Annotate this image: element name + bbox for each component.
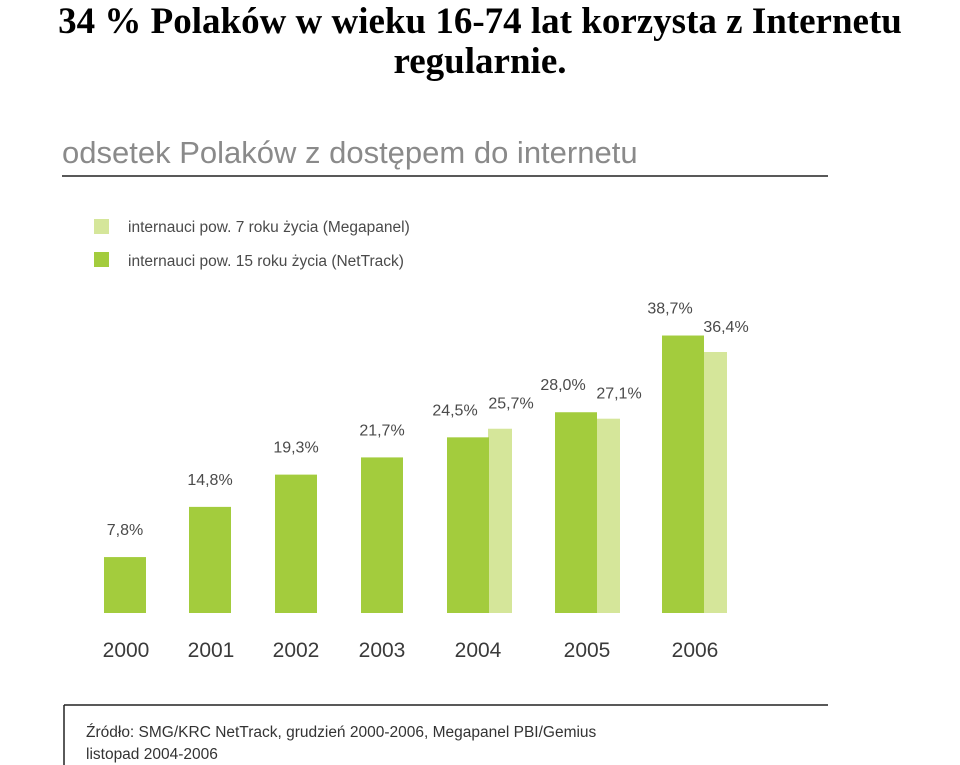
value-label-nettrack-2000: 7,8% [107, 522, 143, 539]
chart-title: odsetek Polaków z dostępem do internetu [62, 135, 638, 170]
bar-megapanel-2005 [596, 418, 620, 613]
value-label-nettrack-2003: 21,7% [359, 422, 404, 439]
value-label-megapanel-2006: 36,4% [703, 319, 748, 336]
bar-nettrack-2002 [275, 474, 317, 613]
bar-nettrack-2003 [361, 457, 403, 613]
legend-label-megapanel: internauci pow. 7 roku życia (Megapanel) [128, 219, 410, 236]
legend-swatch-megapanel [94, 219, 109, 234]
value-label-megapanel-2004: 25,7% [488, 396, 533, 413]
bar-nettrack-2001 [189, 506, 231, 613]
bar-nettrack-2006 [662, 335, 704, 613]
year-label-2005: 2005 [564, 639, 611, 662]
value-label-nettrack-2006: 38,7% [647, 301, 692, 318]
year-label-2002: 2002 [273, 639, 320, 662]
value-label-nettrack-2002: 19,3% [273, 440, 318, 457]
bar-nettrack-2004 [447, 437, 489, 613]
bar-nettrack-2005 [555, 412, 597, 613]
year-label-2003: 2003 [359, 639, 406, 662]
value-label-megapanel-2005: 27,1% [596, 386, 641, 403]
slide-title-line-1: 34 % Polaków w wieku 16-74 lat korzysta … [58, 1, 902, 42]
value-label-nettrack-2005: 28,0% [540, 377, 585, 394]
value-label-nettrack-2004: 24,5% [432, 402, 477, 419]
year-label-2000: 2000 [103, 639, 150, 662]
value-labels-group: 7,8% 14,8% 19,3% 21,7% 24,5% 25,7% 28,0% 27,1% 3… [107, 301, 749, 540]
slide-title: 34 % Polaków w wieku 16-74 lat korzysta … [0, 2, 960, 82]
year-label-2001: 2001 [188, 639, 235, 662]
legend-swatch-nettrack [94, 252, 109, 267]
legend-label-nettrack: internauci pow. 15 roku życia (NetTrack) [128, 253, 404, 270]
year-labels-group: 2000 2001 2002 2003 2004 2005 2006 [103, 639, 719, 662]
year-label-2004: 2004 [455, 639, 502, 662]
bar-megapanel-2006 [703, 352, 727, 613]
bar-megapanel-2004 [488, 428, 512, 613]
year-label-2006: 2006 [672, 639, 719, 662]
slide-title-line-2: regularnie. [393, 41, 567, 82]
source-line-1: Źródło: SMG/KRC NetTrack, grudzień 2000-… [86, 724, 597, 741]
value-label-nettrack-2001: 14,8% [187, 472, 232, 489]
source-line-2: listopad 2004-2006 [86, 746, 218, 763]
bar-nettrack-2000 [104, 557, 146, 613]
bars-group [104, 335, 727, 613]
